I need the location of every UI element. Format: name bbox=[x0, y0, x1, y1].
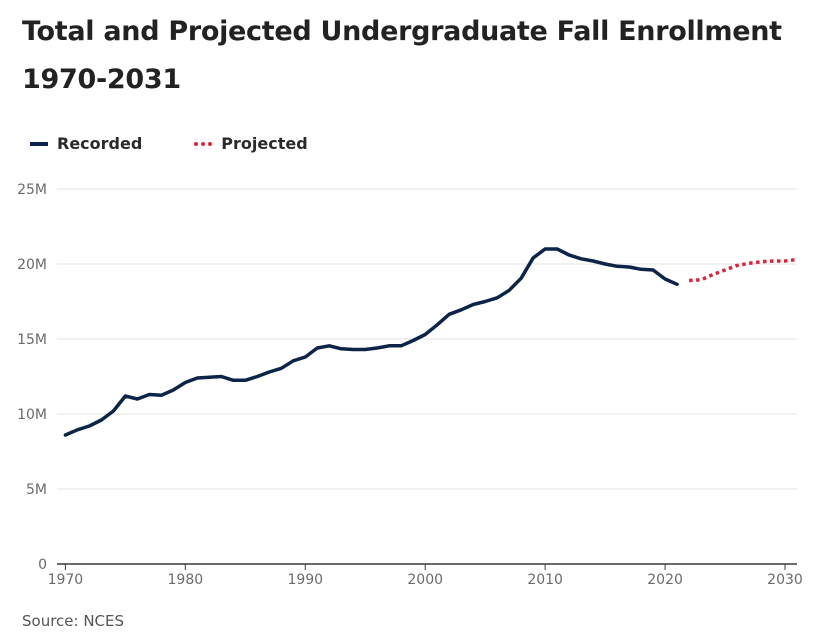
legend-swatch-recorded bbox=[30, 141, 48, 146]
x-tick-label: 1970 bbox=[48, 572, 84, 588]
y-tick-label: 25M bbox=[17, 182, 47, 198]
y-tick-label: 15M bbox=[17, 332, 47, 348]
chart-title: Total and Projected Undergraduate Fall E… bbox=[22, 16, 782, 95]
legend-label-recorded: Recorded bbox=[57, 134, 143, 153]
legend-item-projected: Projected bbox=[194, 134, 308, 153]
x-tick-label: 2020 bbox=[647, 572, 683, 588]
x-tick-label: 1980 bbox=[168, 572, 204, 588]
source-note: Source: NCES bbox=[22, 612, 125, 630]
axes: 0 5M 10M 15M 20M 25M 1970 1980 1990 2000 2010 2020 2… bbox=[17, 182, 803, 588]
data-series bbox=[63, 247, 798, 437]
x-tick-label: 2010 bbox=[527, 572, 563, 588]
legend-swatch-projected bbox=[194, 141, 213, 146]
x-tick-label: 1990 bbox=[287, 572, 323, 588]
series-line-projected bbox=[688, 257, 798, 283]
legend-item-recorded: Recorded bbox=[30, 134, 142, 153]
chart-legend: Recorded Projected bbox=[30, 134, 360, 153]
y-tick-label: 0 bbox=[38, 557, 47, 573]
series-line-recorded bbox=[63, 247, 679, 437]
x-tick-label: 2000 bbox=[407, 572, 443, 588]
x-tick-label: 2030 bbox=[767, 572, 803, 588]
y-tick-label: 20M bbox=[17, 257, 47, 273]
legend-label-projected: Projected bbox=[221, 134, 308, 153]
y-tick-label: 5M bbox=[26, 482, 47, 498]
grid-lines bbox=[57, 188, 797, 490]
y-tick-label: 10M bbox=[17, 407, 47, 423]
